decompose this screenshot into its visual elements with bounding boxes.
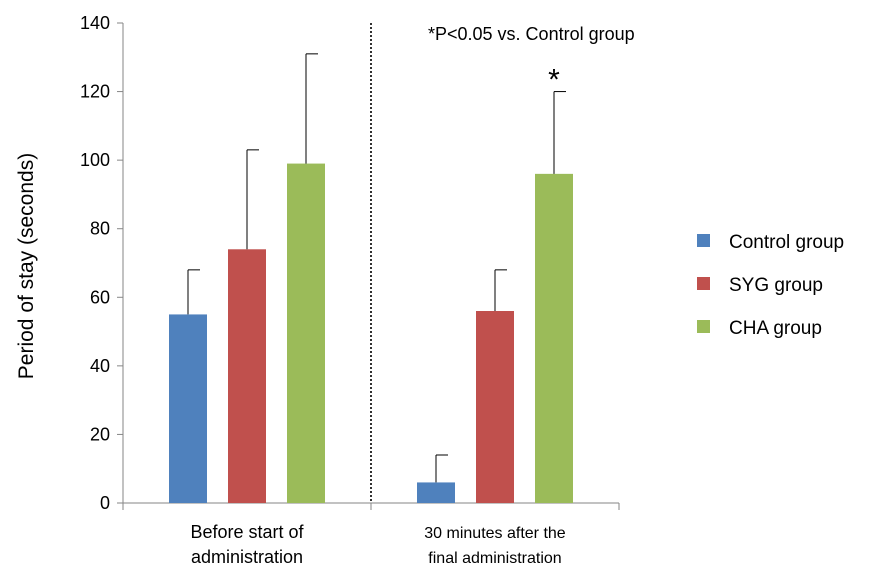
chart-error-bars [187,53,566,483]
bar-control-group [169,314,207,503]
chart-bars [169,163,573,504]
chart-legend: Control group SYG group CHA group [697,232,844,339]
legend-swatch [697,234,710,247]
legend-swatch [697,320,710,333]
significance-annotation: *P<0.05 vs. Control group [428,24,635,44]
legend-label: CHA group [729,318,822,339]
chart-labels: 0 20 40 60 80 100 120 140 * Before start of admini… [80,13,566,567]
bar-syg-group [228,249,266,503]
y-tick-label: 120 [80,82,110,102]
category-label: final administration [428,550,561,567]
y-tick-label: 20 [90,424,110,444]
y-tick-label: 140 [80,13,110,33]
y-tick-label: 40 [90,356,110,376]
legend-label: Control group [729,232,844,253]
y-tick-label: 80 [90,219,110,239]
legend-swatch [697,277,710,290]
y-tick-label: 0 [100,493,110,513]
bar-control-group [417,482,455,503]
bar-cha-group [287,163,325,504]
y-tick-label: 100 [80,150,110,170]
legend-label: SYG group [729,275,823,296]
category-label: 30 minutes after the [424,525,566,542]
category-label: Before start of [190,522,304,542]
bar-syg-group [476,311,514,503]
category-label: administration [191,547,303,567]
significance-star: * [548,64,560,97]
y-axis-label: Period of stay (seconds) [15,153,38,379]
bar-cha-group [535,173,573,503]
y-tick-label: 60 [90,287,110,307]
